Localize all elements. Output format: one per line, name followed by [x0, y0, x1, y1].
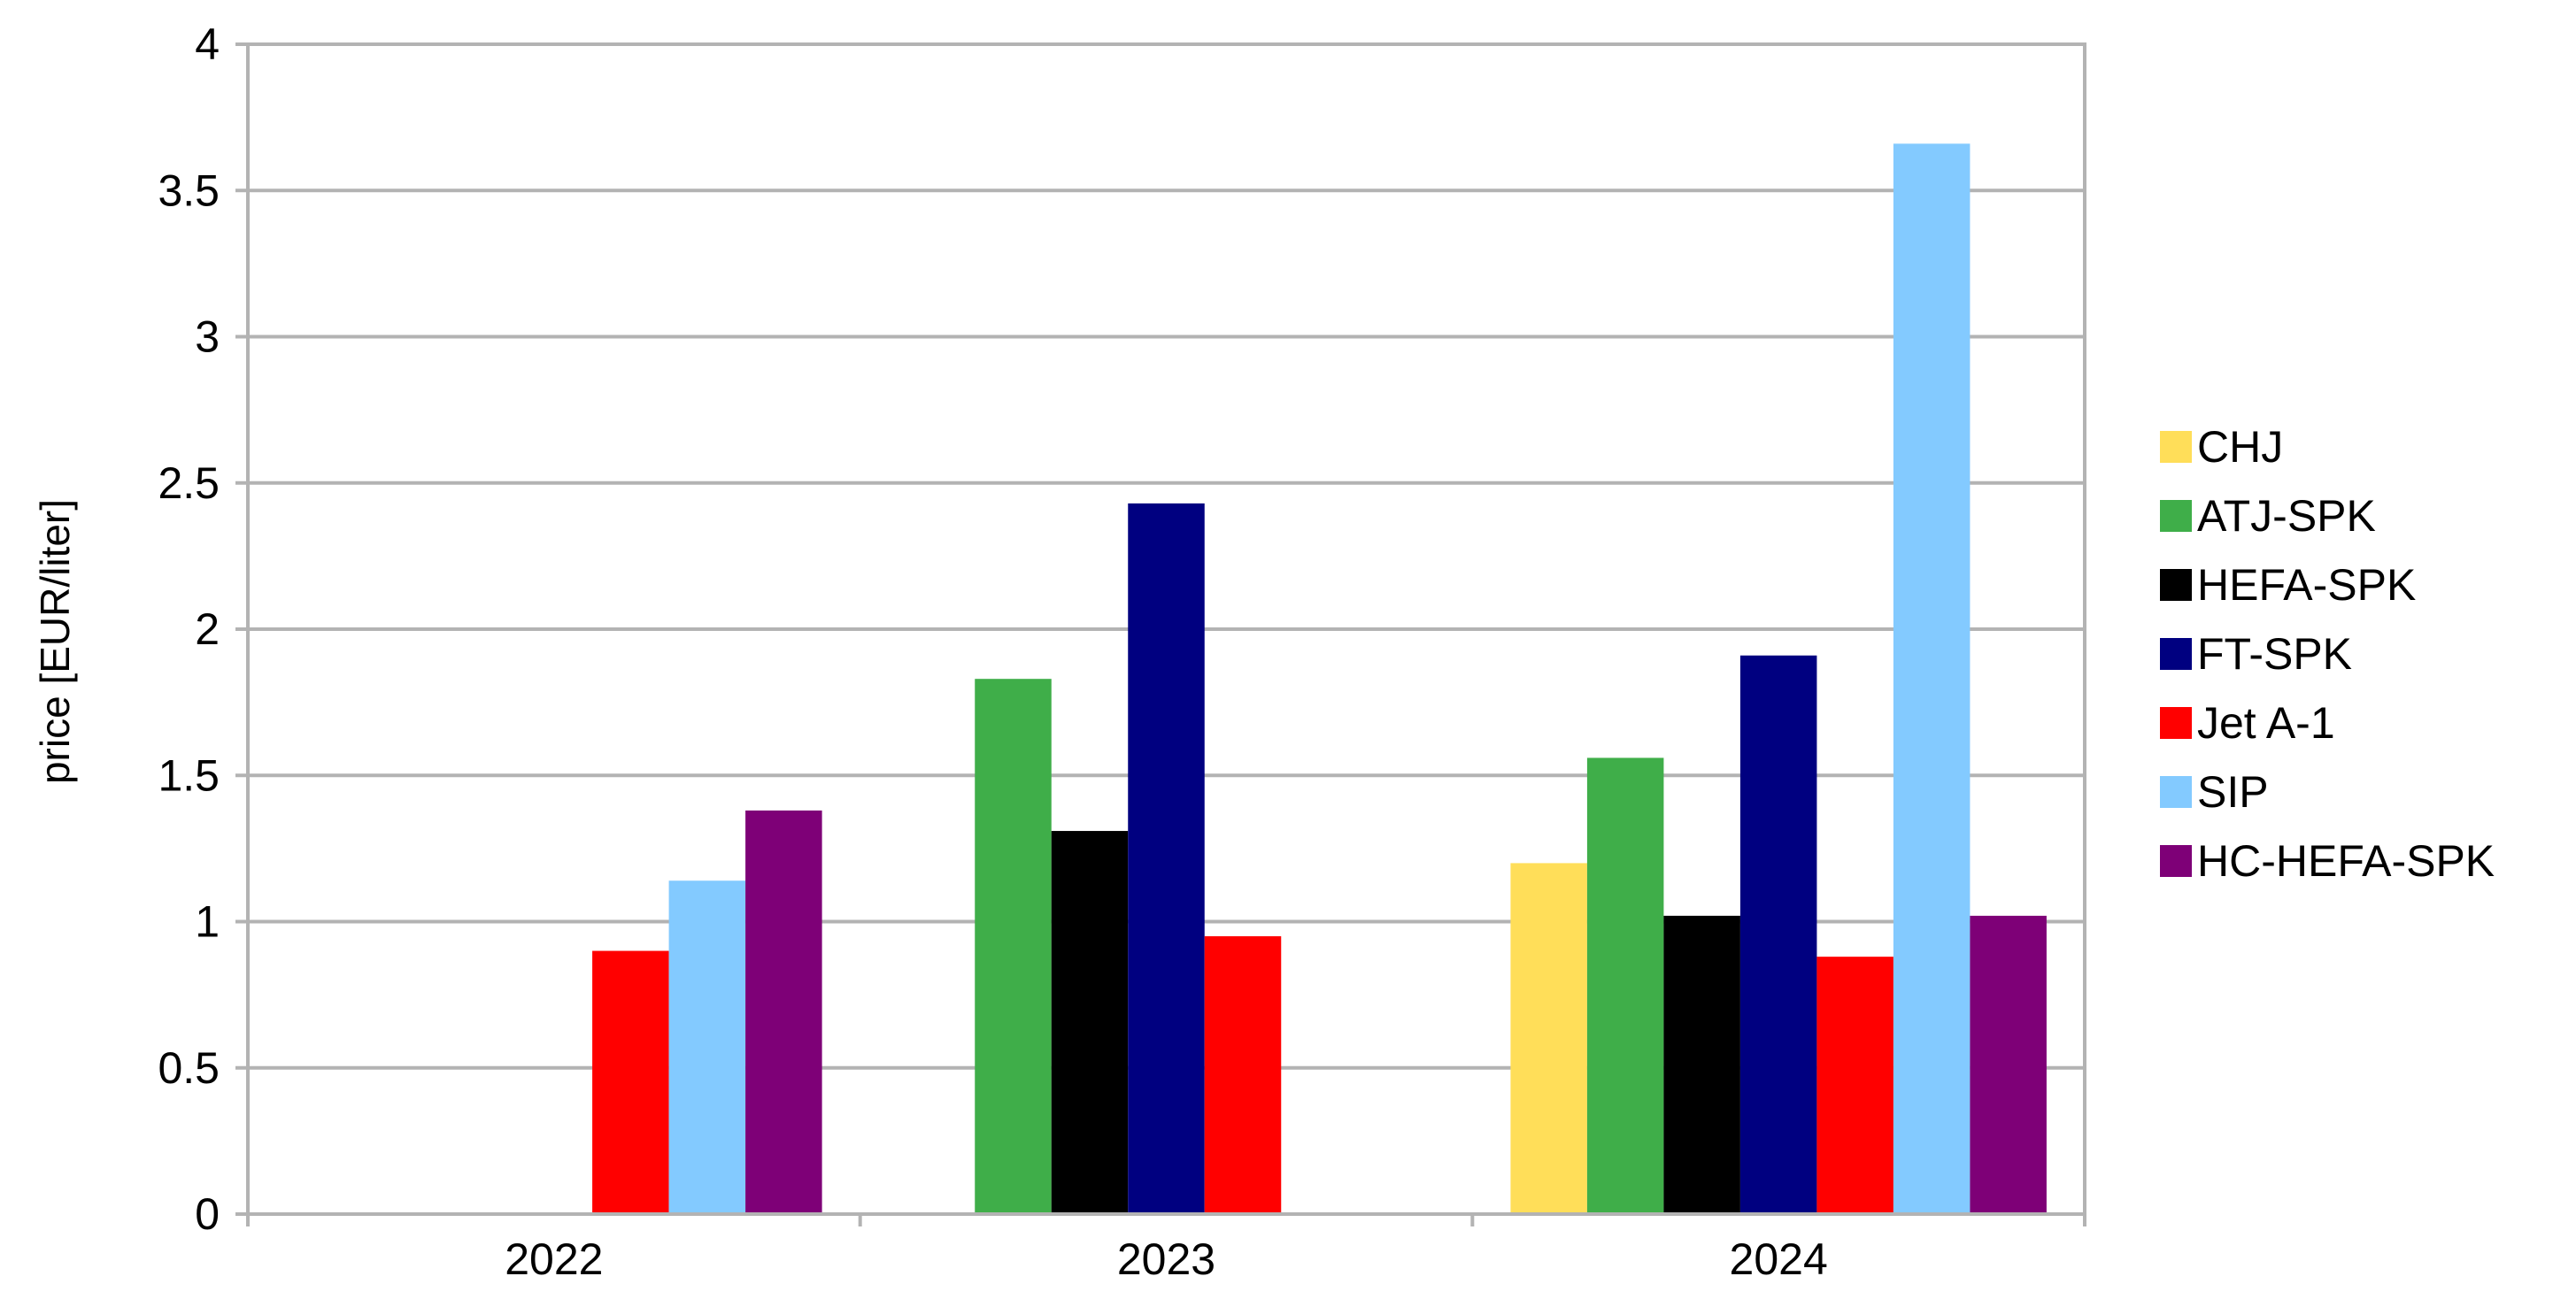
- y-tick-label: 2: [195, 604, 220, 654]
- bar-sip-2022: [668, 880, 746, 1214]
- y-tick-label: 0.5: [158, 1043, 220, 1093]
- legend-item-jet-a-1: Jet A-1: [2160, 698, 2335, 748]
- y-tick-label: 1: [195, 897, 220, 947]
- y-tick-label: 2.5: [158, 458, 220, 508]
- bar-atj-spk-2024: [1586, 757, 1664, 1214]
- legend-item-hefa-spk: HEFA-SPK: [2160, 560, 2416, 610]
- bar-jet-a-1-2023: [1204, 936, 1282, 1214]
- x-tick-label-2022: 2022: [505, 1234, 603, 1284]
- bar-sip-2024: [1893, 143, 1971, 1214]
- bar-jet-a-1-2024: [1816, 957, 1893, 1214]
- bar-hc-hefa-spk-2024: [1970, 915, 2047, 1214]
- legend-item-sip: SIP: [2160, 767, 2269, 817]
- bar-hc-hefa-spk-2022: [745, 810, 822, 1214]
- legend-label: HC-HEFA-SPK: [2197, 836, 2495, 886]
- legend: CHJ ATJ-SPK HEFA-SPK FT-SPK Jet A-1 SIP HC-HEF…: [2160, 422, 2495, 886]
- legend-swatch: [2160, 707, 2192, 739]
- x-tick-label-2023: 2023: [1117, 1234, 1215, 1284]
- legend-swatch: [2160, 500, 2192, 532]
- legend-label: SIP: [2197, 767, 2269, 817]
- y-tick-label: 4: [195, 19, 220, 69]
- bar-atj-spk-2023: [975, 679, 1052, 1214]
- legend-item-chj: CHJ: [2160, 422, 2283, 472]
- y-axis-label: price [EUR/liter]: [32, 499, 78, 784]
- bar-hefa-spk-2024: [1663, 915, 1740, 1214]
- legend-label: HEFA-SPK: [2197, 560, 2416, 610]
- legend-label: FT-SPK: [2197, 629, 2352, 679]
- y-tick-label: 1.5: [158, 750, 220, 800]
- legend-swatch: [2160, 431, 2192, 463]
- bar-ft-spk-2024: [1739, 655, 1817, 1214]
- legend-label: CHJ: [2197, 422, 2283, 472]
- legend-swatch: [2160, 845, 2192, 877]
- bar-hefa-spk-2023: [1051, 831, 1129, 1214]
- y-axis-tick-labels: 0 0.5 1 1.5 2 2.5 3 3.5 4: [158, 19, 220, 1239]
- y-tick-label: 3: [195, 312, 220, 362]
- legend-swatch: [2160, 569, 2192, 601]
- x-axis-tick-labels: 2022 2023 2024: [505, 1234, 1828, 1284]
- legend-item-atj-spk: ATJ-SPK: [2160, 491, 2376, 541]
- bar-ft-spk-2023: [1128, 503, 1205, 1214]
- bars: [592, 143, 2047, 1214]
- axes: [235, 42, 2086, 1226]
- legend-label: ATJ-SPK: [2197, 491, 2376, 541]
- legend-swatch: [2160, 776, 2192, 808]
- legend-item-hc-hefa-spk: HC-HEFA-SPK: [2160, 836, 2495, 886]
- bar-chj-2024: [1510, 863, 1587, 1214]
- legend-label: Jet A-1: [2197, 698, 2335, 748]
- bar-jet-a-1-2022: [592, 950, 669, 1214]
- y-tick-label: 0: [195, 1189, 220, 1239]
- legend-swatch: [2160, 638, 2192, 670]
- x-tick-label-2024: 2024: [1730, 1234, 1828, 1284]
- y-tick-label: 3.5: [158, 165, 220, 215]
- legend-item-ft-spk: FT-SPK: [2160, 629, 2352, 679]
